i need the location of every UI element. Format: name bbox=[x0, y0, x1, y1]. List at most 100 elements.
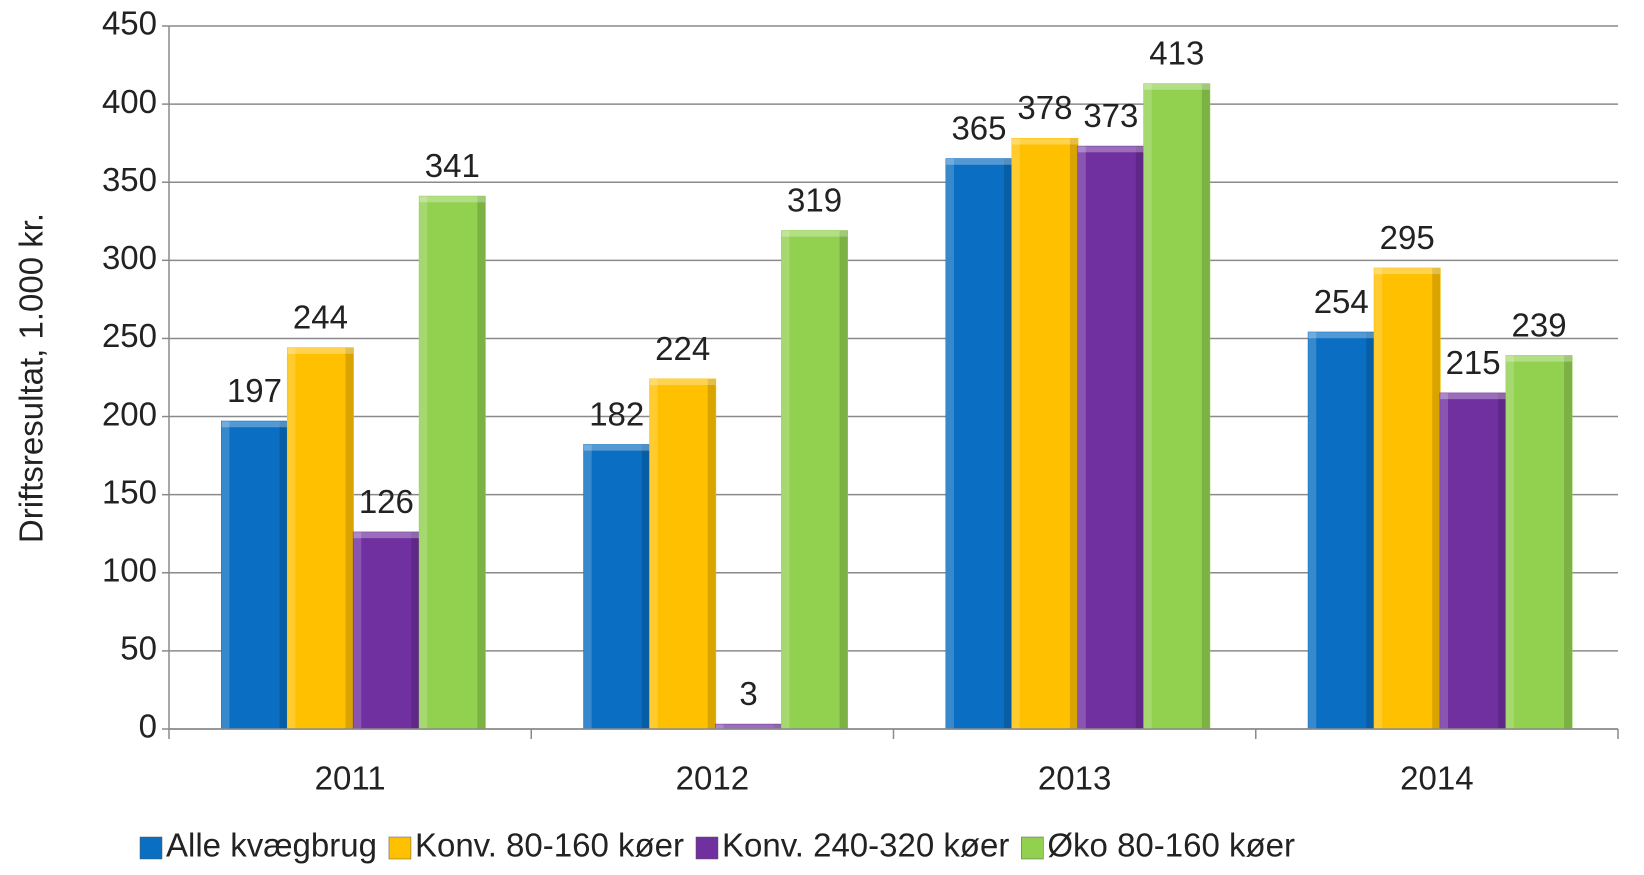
bar-shade-left bbox=[1506, 355, 1514, 729]
bar bbox=[1077, 145, 1145, 730]
bar bbox=[1011, 137, 1079, 730]
bar bbox=[1439, 392, 1507, 730]
bar bbox=[418, 195, 486, 730]
bar-shade-right bbox=[1366, 332, 1375, 729]
bar bbox=[1307, 331, 1375, 730]
data-label: 182 bbox=[589, 395, 644, 432]
bar-bevel-top bbox=[1011, 138, 1078, 145]
data-label: 295 bbox=[1380, 219, 1435, 256]
bar-shade-right bbox=[1564, 355, 1572, 729]
bar-bevel-top bbox=[1374, 268, 1441, 275]
data-label: 365 bbox=[951, 110, 1006, 147]
bar bbox=[1373, 267, 1441, 730]
bar-shade-left bbox=[583, 444, 592, 729]
y-tick-label: 400 bbox=[102, 83, 157, 120]
bar-shade-right bbox=[477, 196, 486, 729]
legend-swatch bbox=[388, 836, 412, 860]
bar-shade-right bbox=[641, 444, 650, 729]
data-label: 215 bbox=[1446, 344, 1501, 381]
data-label: 126 bbox=[359, 483, 414, 520]
bar-shade-left bbox=[946, 158, 954, 730]
y-tick-label: 200 bbox=[102, 395, 157, 432]
x-tick-label: 2011 bbox=[315, 760, 386, 797]
bar-shade-right bbox=[1069, 138, 1078, 730]
y-tick-label: 450 bbox=[102, 5, 157, 42]
x-tick-label: 2012 bbox=[676, 760, 749, 797]
bar-shade-right bbox=[773, 724, 782, 729]
bar-shade-left bbox=[1011, 138, 1020, 730]
bar-bevel-top bbox=[1440, 393, 1507, 400]
bar bbox=[352, 531, 420, 730]
y-tick-label: 150 bbox=[102, 473, 157, 510]
data-label: 197 bbox=[227, 372, 282, 409]
data-label: 341 bbox=[425, 147, 480, 184]
bar-shade-left bbox=[1308, 332, 1317, 729]
bar-bevel-top bbox=[1143, 83, 1210, 90]
y-tick-label: 250 bbox=[102, 317, 157, 354]
y-tick-label: 350 bbox=[102, 161, 157, 198]
bar-bevel-top bbox=[715, 724, 782, 729]
bar-shade-right bbox=[839, 230, 848, 729]
bar-shade-right bbox=[1498, 393, 1507, 729]
bar-bevel-top bbox=[946, 158, 1012, 165]
data-label: 319 bbox=[787, 181, 842, 218]
bar-bevel-top bbox=[1506, 355, 1572, 362]
bar-shade-left bbox=[1440, 393, 1449, 729]
data-label: 3 bbox=[739, 675, 757, 712]
data-label: 254 bbox=[1314, 283, 1369, 320]
bar-shade-left bbox=[419, 196, 428, 729]
bar-bevel-top bbox=[583, 444, 650, 451]
legend-label: Øko 80-160 køer bbox=[1047, 827, 1295, 864]
bar-bevel-top bbox=[1077, 146, 1144, 153]
bar-shade-right bbox=[1432, 268, 1441, 729]
bar-shade-left bbox=[1143, 83, 1152, 729]
bar-shade-right bbox=[345, 347, 354, 729]
bar bbox=[945, 158, 1013, 730]
bar-bevel-top bbox=[287, 347, 354, 354]
bar bbox=[286, 347, 354, 730]
bar bbox=[1505, 355, 1573, 730]
bar bbox=[649, 378, 717, 730]
bar-shade-left bbox=[287, 347, 296, 729]
bar-bevel-top bbox=[353, 532, 420, 539]
bar-shade-left bbox=[715, 724, 724, 729]
bar bbox=[221, 420, 288, 730]
y-tick-label: 100 bbox=[102, 551, 157, 588]
legend-label: Konv. 80-160 køer bbox=[415, 827, 684, 864]
bar-shade-right bbox=[1201, 83, 1210, 729]
bar-shade-left bbox=[649, 379, 658, 729]
bar-bevel-top bbox=[649, 379, 716, 386]
bar-shade-right bbox=[707, 379, 716, 729]
bar-shade-left bbox=[353, 532, 362, 729]
bar bbox=[1143, 83, 1211, 730]
x-tick-label: 2013 bbox=[1038, 760, 1111, 797]
legend-swatch bbox=[139, 836, 163, 860]
bar-bevel-top bbox=[419, 196, 486, 203]
bar-shade-right bbox=[279, 421, 288, 729]
bar-shade-right bbox=[411, 532, 420, 729]
y-tick-label: 0 bbox=[139, 708, 157, 745]
bar-shade-right bbox=[1135, 146, 1144, 729]
legend-swatch bbox=[695, 836, 719, 860]
bar bbox=[781, 230, 848, 730]
data-label: 413 bbox=[1149, 35, 1204, 72]
bar-shade-left bbox=[221, 421, 230, 729]
data-label: 378 bbox=[1017, 89, 1072, 126]
legend-label: Konv. 240-320 køer bbox=[722, 827, 1009, 864]
data-label: 239 bbox=[1511, 306, 1566, 343]
bar-bevel-top bbox=[221, 421, 288, 428]
bar bbox=[583, 444, 651, 730]
x-tick-label: 2014 bbox=[1400, 760, 1473, 797]
bar-shade-left bbox=[1077, 146, 1086, 729]
y-axis-label: Driftsresultat, 1.000 kr. bbox=[13, 213, 50, 543]
bar-shade-left bbox=[1374, 268, 1383, 729]
bar-bevel-top bbox=[781, 230, 848, 237]
bar-bevel-top bbox=[1308, 332, 1375, 339]
legend-swatch bbox=[1021, 836, 1044, 860]
legend-label: Alle kvægbrug bbox=[166, 827, 377, 864]
bar-shade-left bbox=[781, 230, 790, 729]
data-label: 373 bbox=[1083, 97, 1138, 134]
y-tick-label: 50 bbox=[120, 630, 157, 667]
